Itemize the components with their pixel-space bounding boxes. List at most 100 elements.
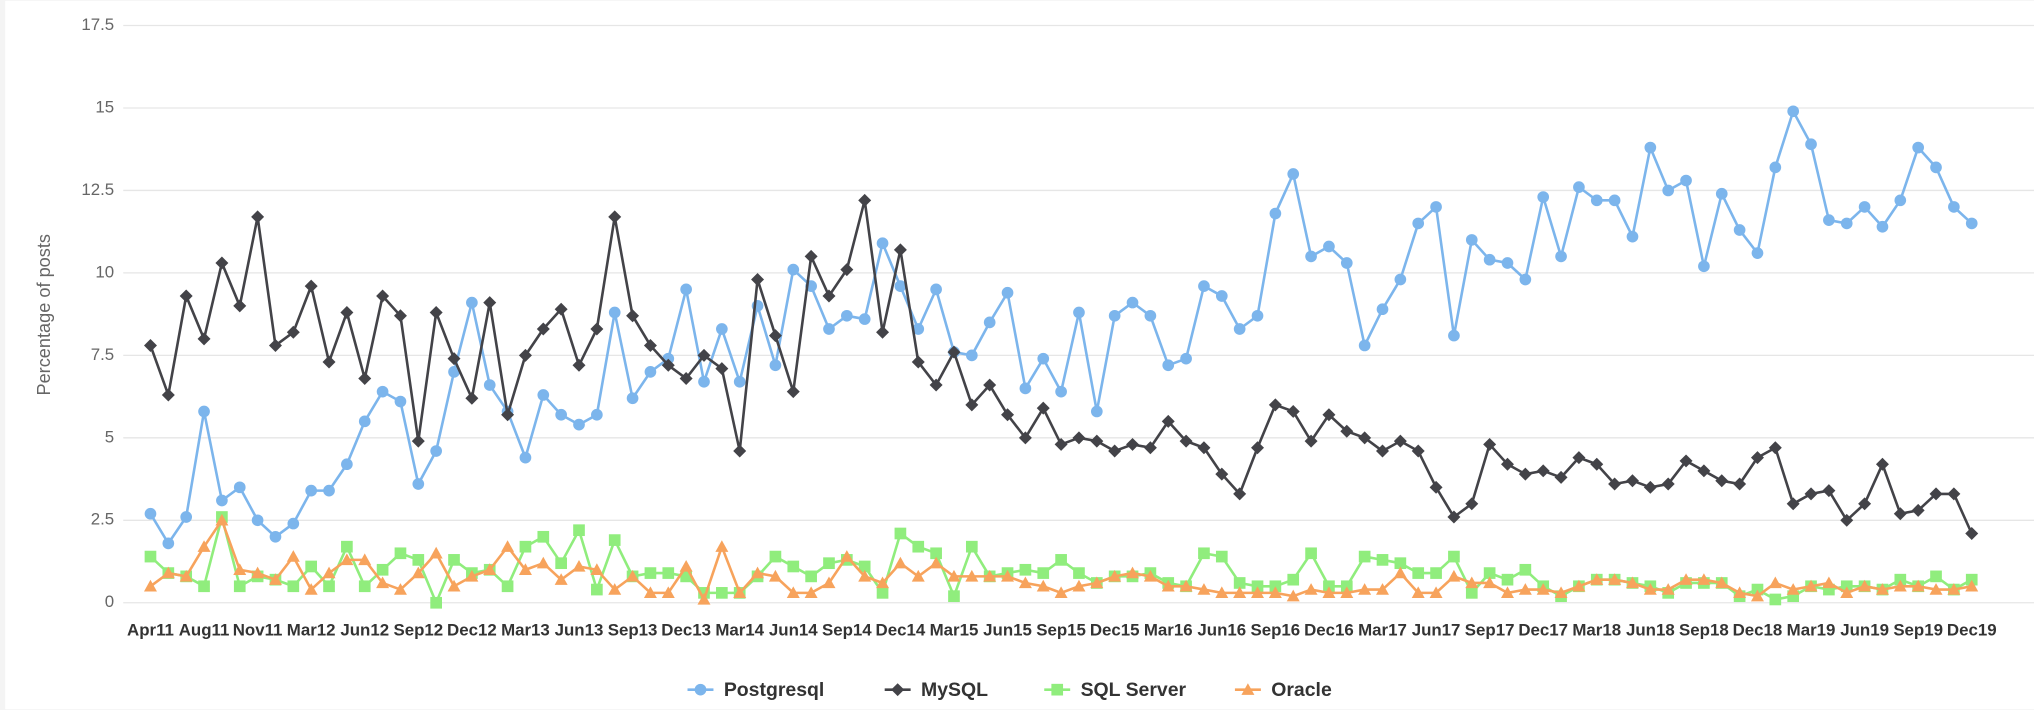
point [1948, 201, 1960, 213]
point [1269, 207, 1282, 220]
point [929, 556, 943, 569]
legend-item[interactable]: SQL Server [1044, 679, 1187, 701]
point [1483, 253, 1496, 266]
point [1358, 339, 1371, 352]
legend-label[interactable]: Postgresql [724, 679, 824, 701]
point [1893, 507, 1907, 521]
point [698, 375, 710, 388]
point [1162, 359, 1175, 372]
legend-symbol [1241, 683, 1255, 695]
legend-item[interactable]: MySQL [884, 679, 988, 701]
x-tick-label: Mar17 [1358, 621, 1407, 640]
point [1643, 480, 1657, 494]
point [1287, 168, 1300, 180]
point [1483, 576, 1497, 589]
point [1750, 589, 1764, 602]
point [858, 193, 872, 207]
point [1536, 583, 1550, 595]
legend-item[interactable]: Postgresql [687, 679, 825, 701]
point [1769, 161, 1782, 174]
legend-item[interactable]: Oracle [1234, 679, 1332, 701]
point [751, 566, 765, 579]
point [822, 576, 836, 589]
point [1037, 352, 1050, 365]
point [1037, 567, 1050, 579]
point [1519, 273, 1532, 286]
point [358, 580, 371, 593]
x-tick-label: Dec17 [1518, 621, 1568, 640]
x-tick-label: Sep15 [1036, 621, 1086, 640]
point [215, 256, 229, 270]
point [1625, 474, 1639, 488]
point [215, 513, 229, 526]
x-tick-label: Dec12 [447, 621, 497, 640]
point [733, 375, 746, 388]
legend-label[interactable]: Oracle [1271, 679, 1332, 701]
point [1411, 444, 1425, 458]
point [286, 550, 300, 562]
point [1661, 583, 1675, 595]
point [1287, 573, 1300, 586]
point [1448, 329, 1460, 342]
point [1018, 576, 1032, 589]
point [536, 322, 550, 336]
point [1411, 586, 1425, 599]
point [537, 389, 550, 401]
point [1643, 583, 1657, 595]
point [823, 323, 835, 335]
point [412, 554, 425, 566]
point [930, 547, 942, 560]
point [1251, 580, 1264, 593]
point [1376, 583, 1389, 595]
y-tick-label: 12.5 [81, 180, 114, 199]
point [358, 415, 371, 428]
point [216, 494, 228, 507]
point [1662, 184, 1675, 197]
y-tick-label: 7.5 [91, 345, 114, 364]
point [1215, 290, 1228, 302]
x-tick-label: Dec14 [876, 621, 926, 640]
point [1679, 454, 1693, 468]
point [1786, 497, 1800, 511]
point [1787, 590, 1800, 603]
point [1590, 573, 1604, 585]
x-tick-label: Jun13 [555, 621, 604, 640]
point [305, 560, 318, 573]
point [1323, 580, 1335, 593]
point [1001, 408, 1015, 422]
point [1518, 583, 1532, 595]
point [1894, 194, 1907, 207]
point [1947, 583, 1961, 595]
point [679, 559, 693, 572]
point [1340, 424, 1354, 438]
point [1930, 161, 1942, 174]
legend-label[interactable]: SQL Server [1081, 679, 1187, 701]
point [1537, 191, 1550, 203]
point [1680, 174, 1692, 187]
legend-label[interactable]: MySQL [921, 679, 988, 701]
point [1572, 579, 1586, 592]
point [1786, 583, 1800, 595]
point [786, 385, 800, 399]
point [1518, 467, 1532, 481]
point [983, 569, 997, 582]
point [1893, 579, 1907, 592]
x-tick-label: Nov11 [233, 621, 283, 640]
point [876, 576, 890, 589]
point [947, 345, 961, 359]
point [1930, 570, 1942, 583]
point [1340, 257, 1353, 269]
point [198, 580, 210, 593]
point [804, 249, 818, 263]
point [1108, 309, 1121, 322]
x-tick-label: Mar18 [1572, 621, 1621, 640]
point [1965, 579, 1979, 592]
point [1358, 550, 1371, 563]
point [251, 514, 264, 527]
point [1590, 194, 1603, 207]
point [1644, 141, 1657, 154]
point [1251, 586, 1265, 599]
point [911, 355, 925, 369]
point [233, 563, 247, 575]
x-tick-label: Mar12 [287, 621, 336, 640]
